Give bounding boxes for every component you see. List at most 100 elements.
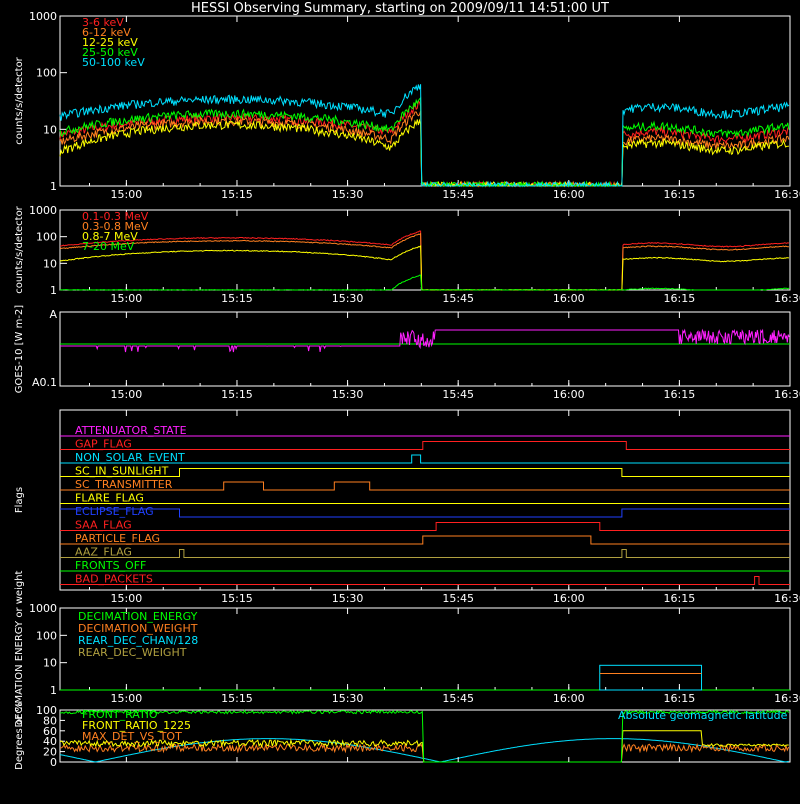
panel-frame-lightcurve_high (59, 209, 791, 291)
y-axis-label-low: counts/s/detector (14, 56, 25, 144)
legend-entry: 50-100 keV (82, 56, 145, 69)
time-tick-label: 16:30 (774, 188, 800, 201)
legend-entry: REAR_DEC_WEIGHT (78, 646, 187, 659)
time-tick-label: 15:15 (221, 592, 253, 605)
time-tick-label: 15:45 (442, 188, 474, 201)
flag-label: PARTICLE_FLAG (75, 532, 160, 545)
time-tick-label: 16:15 (664, 692, 696, 705)
time-tick-label: 16:15 (664, 188, 696, 201)
legend-entry: 3-6 keV (82, 16, 124, 29)
legend-entry: 25-50 keV (82, 46, 138, 59)
time-tick-label: 15:00 (111, 592, 143, 605)
time-tick-label: 15:15 (221, 292, 253, 305)
time-tick-label: 16:15 (664, 388, 696, 401)
y-tick-label: 1 (50, 284, 57, 297)
time-tick-label: 16:30 (774, 292, 800, 305)
flag-line (60, 468, 790, 477)
legend-entry: DECIMATION_WEIGHT (78, 622, 198, 635)
y-axis-label-high: counts/s/detector (14, 205, 25, 293)
legend-entry: FRONT_RATIO_1225 (82, 719, 191, 732)
series-line-0.8-7 MeV (59, 245, 790, 291)
y-tick-label: 100 (36, 629, 57, 642)
flag-label: SC_TRANSMITTER (75, 478, 173, 491)
time-tick-label: 15:15 (221, 188, 253, 201)
flag-label: FLARE_FLAG (75, 492, 144, 505)
flag-line (60, 576, 790, 585)
panel-frame-goes (59, 311, 791, 387)
y-tick-label: 1 (50, 684, 57, 697)
series-line-7-20 MeV (59, 274, 790, 291)
legend-entry: REAR_DEC_CHAN/128 (78, 634, 198, 647)
flag-line (60, 481, 790, 491)
time-tick-label: 16:00 (553, 188, 585, 201)
time-tick-label: 15:30 (332, 692, 364, 705)
flag-line (60, 535, 790, 545)
time-tick-label: 16:00 (553, 292, 585, 305)
y-tick-label: 1000 (29, 204, 57, 217)
time-tick-label: 15:45 (442, 592, 474, 605)
y-tick-label: 80 (43, 714, 57, 727)
flag-line (60, 522, 790, 531)
y-tick-label: 100 (36, 704, 57, 717)
time-tick-label: 15:00 (111, 388, 143, 401)
y-tick-label: 10 (43, 657, 57, 670)
time-tick-label: 16:15 (664, 592, 696, 605)
y-tick-label: 10 (43, 257, 57, 270)
time-tick-label: 16:00 (553, 388, 585, 401)
y-tick-label: A (49, 308, 57, 321)
flag-label: GAP_FLAG (75, 438, 132, 451)
time-tick-label: 16:00 (553, 692, 585, 705)
legend-entry: 12-25 keV (82, 36, 138, 49)
legend-entry: FRONT_RATIO (82, 708, 158, 721)
time-tick-label: 16:30 (774, 592, 800, 605)
y-axis-label-goes: GOES-10 [W m-2] (14, 305, 25, 393)
legend-entry: DECIMATION_ENERGY (78, 610, 198, 623)
y-axis-label-decimation: DECIMATION ENERGY or weight (14, 570, 25, 727)
legend-entry: MAX_DET_VS_TOT (82, 730, 182, 743)
y-tick-label: 1 (50, 180, 57, 193)
series-line-12-25 keV (59, 118, 789, 188)
y-tick-label: A0.1 (32, 376, 57, 389)
flag-label: SAA_FLAG (75, 519, 132, 532)
time-tick-label: 15:15 (221, 692, 253, 705)
legend-entry: 0.3-0.8 MeV (82, 220, 149, 233)
time-tick-label: 16:00 (553, 592, 585, 605)
legend-entry: 0.1-0.3 MeV (82, 210, 149, 223)
y-tick-label: 0 (50, 756, 57, 769)
time-tick-label: 16:30 (774, 388, 800, 401)
y-axis-label-geomag: Degrees or % (14, 702, 25, 770)
panel-frame-flags (59, 409, 791, 591)
time-tick-label: 15:30 (332, 388, 364, 401)
annotation-text: Absolute geomagnetic latitude (618, 709, 788, 722)
series-line-6-12 keV (59, 110, 790, 188)
flag-label: SC_IN_SUNLIGHT (75, 465, 169, 478)
y-tick-label: 60 (43, 725, 57, 738)
flag-line (60, 549, 790, 558)
legend-entry: 7-20 MeV (82, 240, 135, 253)
y-tick-label: 100 (36, 67, 57, 80)
flag-line (60, 454, 790, 464)
flag-label: FRONTS_OFF (75, 559, 146, 572)
flag-line (60, 508, 790, 518)
series-line-goes (60, 328, 790, 353)
flag-label: NON_SOLAR_EVENT (75, 451, 185, 464)
legend-entry: 0.8-7 MeV (82, 230, 138, 243)
time-tick-label: 15:00 (111, 692, 143, 705)
time-tick-label: 15:45 (442, 292, 474, 305)
y-tick-label: 1000 (29, 10, 57, 23)
y-tick-label: 20 (43, 746, 57, 759)
series-line-front-ratio (59, 709, 790, 763)
series-line-latitude (59, 738, 789, 763)
time-tick-label: 15:15 (221, 388, 253, 401)
series-line-0.1-0.3 MeV (60, 230, 790, 291)
time-tick-label: 15:45 (442, 692, 474, 705)
flag-line (60, 441, 790, 450)
legend-entry: 6-12 keV (82, 26, 131, 39)
y-tick-label: 100 (36, 231, 57, 244)
y-tick-label: 10 (43, 123, 57, 136)
time-tick-label: 15:00 (111, 292, 143, 305)
flag-label: BAD_PACKETS (75, 573, 153, 586)
time-tick-label: 15:30 (332, 592, 364, 605)
